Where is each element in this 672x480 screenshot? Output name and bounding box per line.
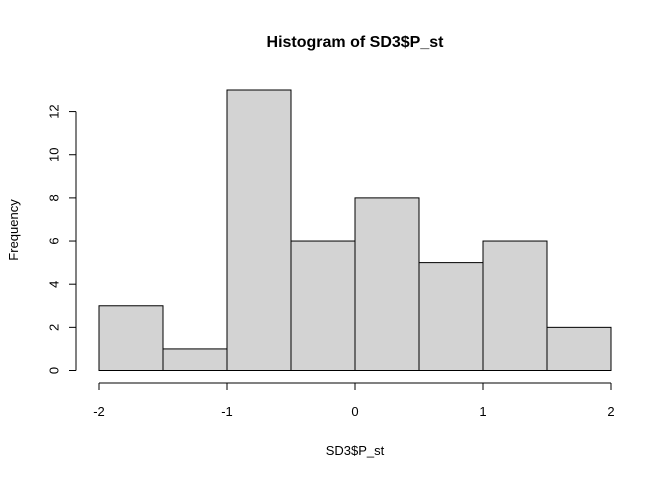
- histogram-bar: [418, 262, 484, 371]
- y-tick-label: 12: [46, 104, 61, 118]
- y-tick-label: 0: [46, 367, 61, 374]
- x-tick-label: -1: [221, 404, 233, 419]
- y-tick-label: 2: [46, 324, 61, 331]
- y-axis: 0 2 4 6 8 10 12: [46, 104, 77, 374]
- y-tick-label: 4: [46, 281, 61, 288]
- x-axis: -2 -1 0 1 2: [93, 382, 615, 419]
- x-tick-label: 1: [479, 404, 486, 419]
- y-tick-label: 6: [46, 237, 61, 244]
- x-tick-label: -2: [93, 404, 105, 419]
- histogram-bar: [290, 240, 356, 371]
- histogram-bar: [226, 89, 292, 371]
- y-tick-label: 10: [46, 147, 61, 161]
- histogram-bar: [162, 348, 228, 371]
- histogram-bar: [98, 305, 164, 371]
- x-axis-label: SD3$P_st: [326, 443, 385, 458]
- bars-group: [98, 89, 612, 372]
- chart-title: Histogram of SD3$P_st: [267, 34, 445, 51]
- histogram-bar: [546, 326, 612, 372]
- y-axis-label: Frequency: [6, 199, 21, 261]
- x-tick-label: 0: [351, 404, 358, 419]
- y-tick-label: 8: [46, 194, 61, 201]
- histogram-bar: [482, 240, 548, 371]
- x-tick-label: 2: [607, 404, 614, 419]
- histogram-bar: [354, 197, 420, 371]
